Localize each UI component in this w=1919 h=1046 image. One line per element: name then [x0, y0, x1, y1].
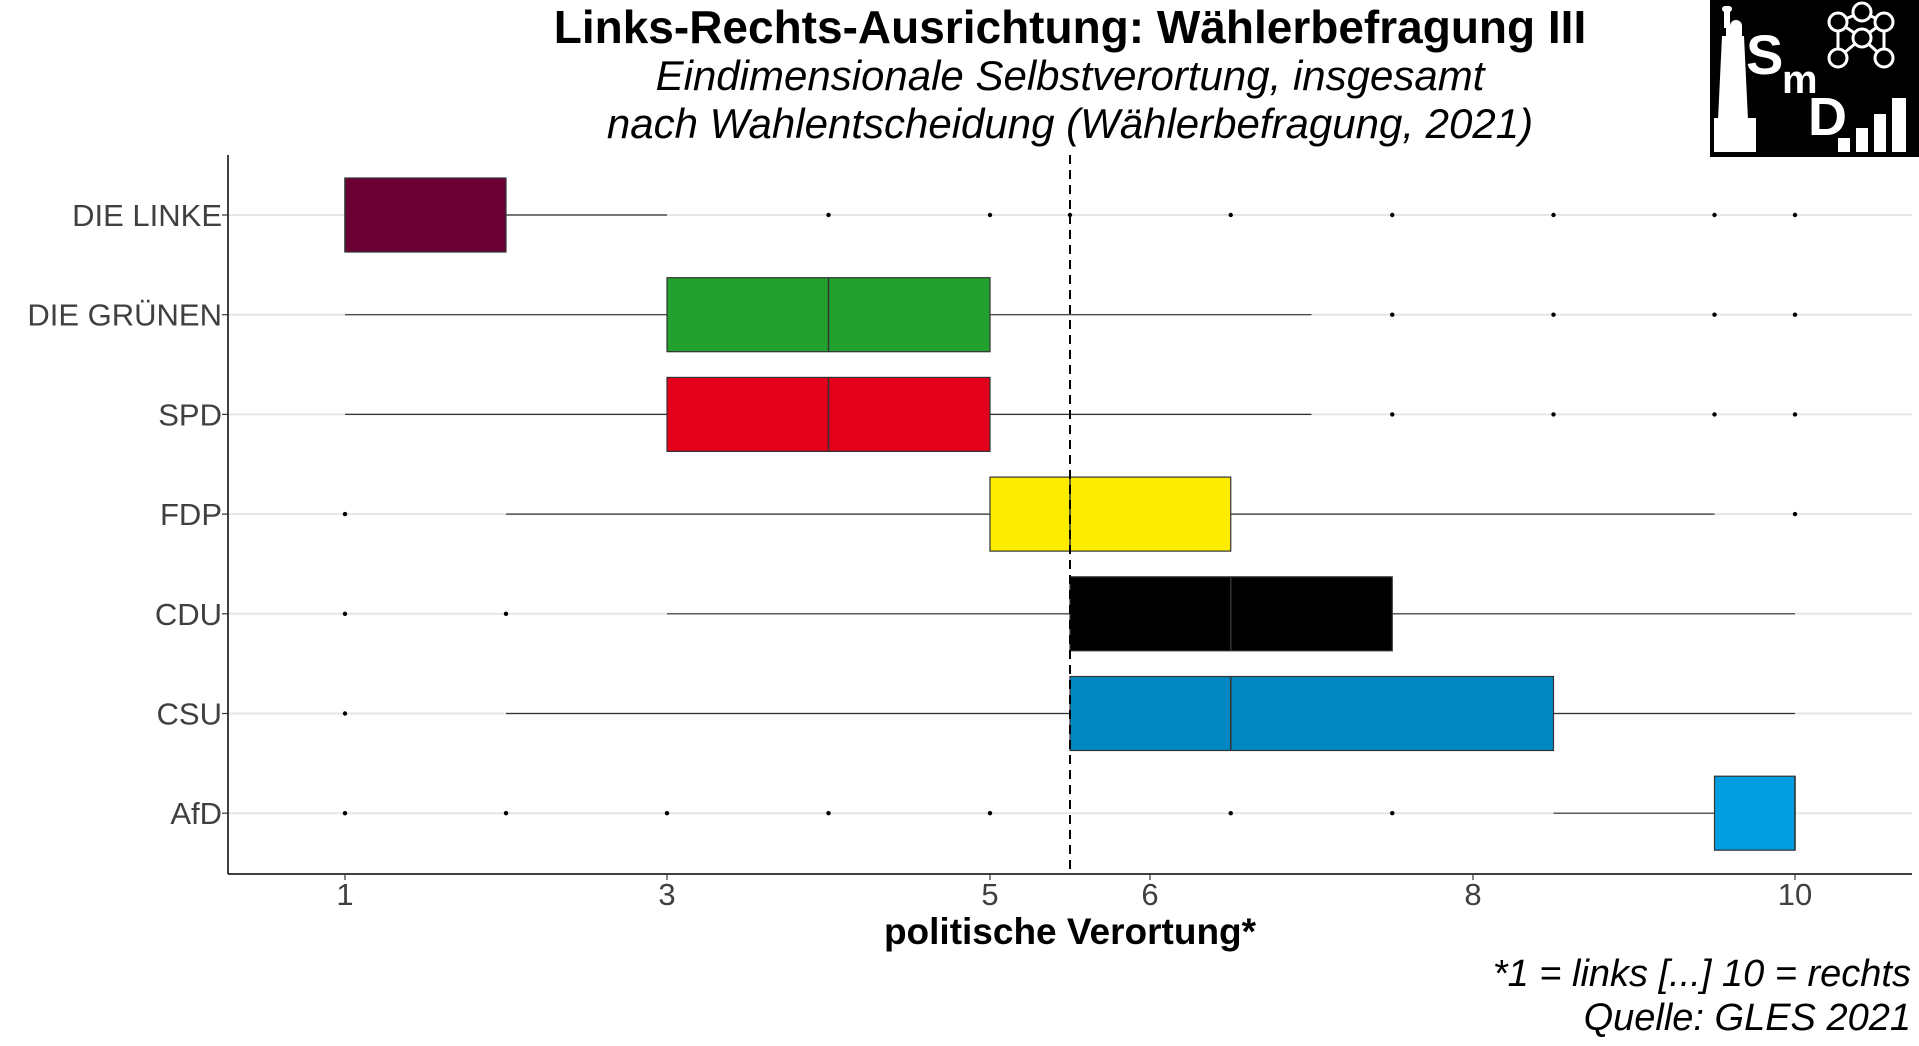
outlier-point [1390, 412, 1395, 417]
outlier-point [1551, 312, 1556, 317]
x-tick-label: 5 [981, 877, 998, 912]
outlier-point [1228, 811, 1233, 816]
outlier-point [1792, 212, 1798, 218]
subtitle-line-1: Eindimensionale Selbstverortung, insgesa… [655, 52, 1485, 99]
logo-letter-s: S [1746, 23, 1784, 86]
outlier-point [503, 611, 509, 616]
network-icon [1827, 1, 1895, 69]
x-tick-label: 8 [1464, 877, 1481, 912]
chart-notes: *1 = links [...] 10 = rechts Quelle: GLE… [1493, 952, 1911, 1040]
box-0 [344, 177, 507, 253]
subtitle-line-2: nach Wahlentscheidung (Wählerbefragung, … [606, 100, 1534, 147]
x-tick-label: 6 [1141, 877, 1158, 912]
box-6 [1713, 775, 1796, 851]
outlier-point [826, 212, 831, 218]
chart-title: Links-Rechts-Ausrichtung: Wählerbefragun… [553, 1, 1587, 53]
bar-chart-icon [1838, 98, 1906, 152]
logo-letter-d: D [1808, 87, 1847, 147]
y-tick-label: SPD [158, 397, 222, 432]
smd-logo: S m D [1710, 0, 1919, 157]
outlier-point [342, 511, 348, 517]
y-tick-label: CDU [155, 597, 222, 632]
outlier-point [1712, 412, 1717, 417]
outlier-point [826, 811, 831, 816]
logo-graphic [1714, 1, 1906, 152]
scale-note: *1 = links [...] 10 = rechts [1492, 953, 1911, 995]
y-tick-label: CSU [157, 697, 222, 732]
outlier-point [1792, 312, 1798, 317]
logo-letter-m: m [1782, 58, 1818, 102]
box-5 [1069, 675, 1555, 752]
outlier-point [342, 811, 348, 816]
outlier-point [1228, 212, 1233, 218]
outlier-point [1712, 212, 1717, 218]
outlier-point [987, 811, 993, 816]
y-tick-label: FDP [160, 497, 222, 532]
statue-of-liberty-icon [1714, 6, 1756, 152]
outlier-point [342, 711, 348, 716]
x-axis-title: politische Verortung* [884, 911, 1257, 952]
x-tick-label: 3 [658, 877, 675, 912]
outlier-point [1551, 412, 1556, 417]
outlier-point [1390, 212, 1395, 218]
source-note: Quelle: GLES 2021 [1583, 997, 1911, 1039]
outlier-point [342, 611, 348, 616]
y-tick-label: DIE LINKE [72, 198, 222, 233]
outlier-point [987, 212, 993, 218]
y-tick-label: DIE GRÜNEN [27, 298, 222, 333]
x-tick-label: 1 [336, 877, 353, 912]
outlier-point [1551, 212, 1556, 218]
outlier-point [1792, 412, 1798, 417]
outlier-point [1712, 312, 1717, 317]
y-tick-label: AfD [170, 796, 222, 831]
outlier-point [1390, 811, 1395, 816]
outlier-point [503, 811, 509, 816]
outlier-point [664, 811, 670, 816]
x-tick-label: 10 [1778, 877, 1812, 912]
outlier-point [1390, 312, 1395, 317]
outlier-point [1792, 511, 1798, 517]
box-3 [989, 476, 1232, 552]
chart-subtitle: Eindimensionale Selbstverortung, insgesa… [0, 52, 1919, 148]
